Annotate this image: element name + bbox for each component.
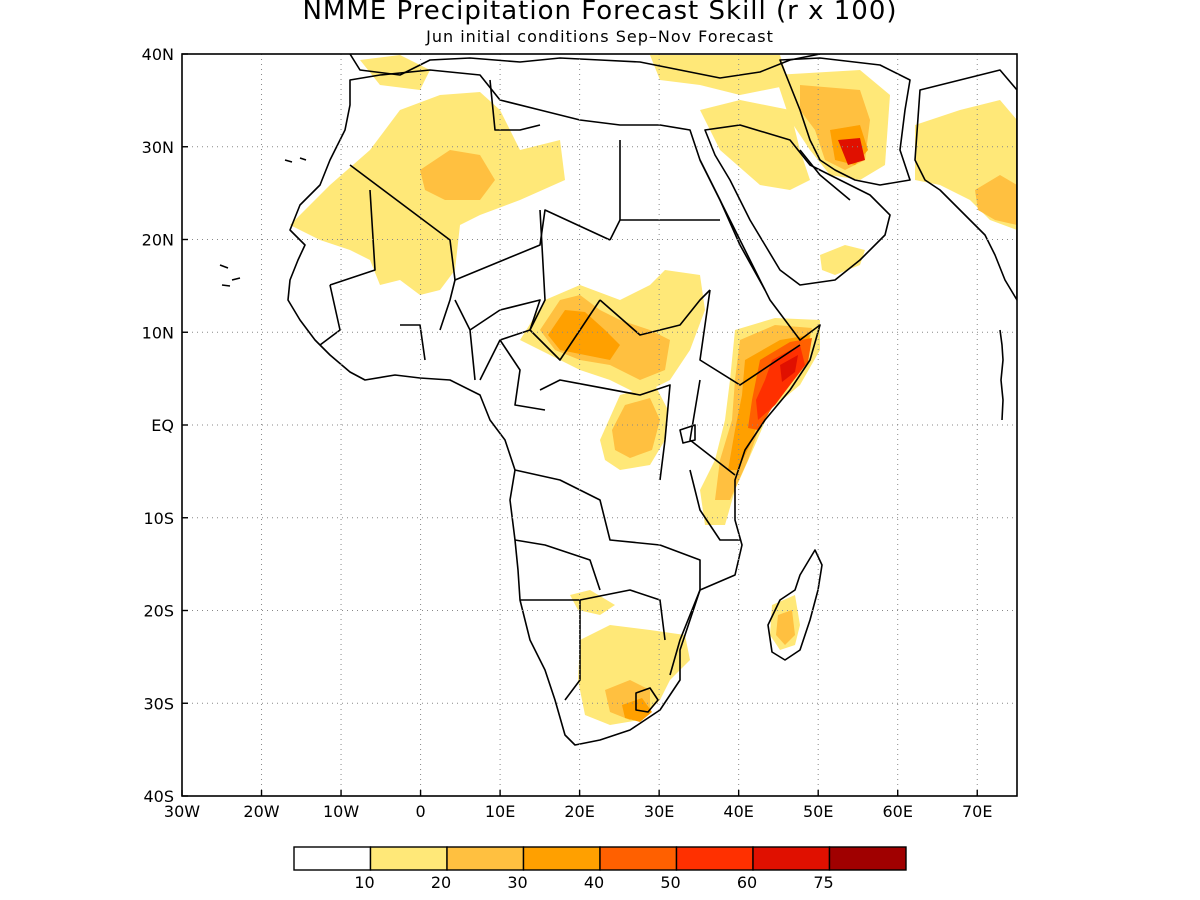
border-mali [329,189,376,286]
lake-victoria [679,424,696,444]
region-sahel-dark [548,310,620,360]
region-south-africa [578,625,690,725]
colorbar-swatch [369,846,448,871]
grid [182,54,1017,796]
y-tick-label: 10N [142,323,174,342]
colorbar-swatch [828,846,907,871]
region-namibia-north [570,590,615,615]
colorbar-swatch [522,846,601,871]
x-tick-label: 40E [723,802,753,821]
x-tick-label: 20E [564,802,594,821]
region-somalia-max [780,355,798,382]
map-title: NMME Precipitation Forecast Skill (r x 1… [302,0,898,26]
colorbar-label: 30 [507,873,527,892]
region-sahara-central [420,150,495,200]
x-axis-labels: 30W 20W 10W 0 10E 20E 30E 40E 50E 60E 70E [164,802,993,821]
coastlines [219,54,1017,746]
region-middle-east [700,100,810,190]
colorbar-label: 40 [584,873,604,892]
x-tick-label: 50E [803,802,833,821]
madagascar-coast [767,549,823,661]
arabia-coast [704,124,891,286]
colorbar-swatch [599,846,678,871]
x-tick-label: 10E [485,802,515,821]
border-nigeria [469,299,541,381]
iran-coast [779,57,911,186]
region-madagascar-core [776,610,795,645]
region-iran-max [838,138,865,165]
region-congo [612,398,660,458]
y-tick-label: 20S [143,602,174,621]
colorbar-label: 75 [813,873,833,892]
y-tick-label: 40N [142,45,174,64]
border-kenya [689,379,736,476]
border-ethiopia [699,289,801,386]
india-coast [914,69,1017,301]
border-north-africa [489,79,541,131]
x-tick-label: 20W [243,802,279,821]
lesotho [635,687,659,713]
colorbar-swatch [446,846,525,871]
y-axis-labels: 40N 30N 20N 10N EQ 10S 20S 30S 40S [142,45,174,806]
y-tick-label: 10S [143,509,174,528]
y-tick-label: 30S [143,694,174,713]
region-arabia-south [820,245,865,275]
colorbar-label: 50 [660,873,680,892]
region-turkey [650,55,790,95]
region-med-north [360,55,430,90]
persian-gulf [799,149,851,201]
canary-islands [284,157,307,163]
colorbar-label: 10 [354,873,374,892]
y-tick-label: EQ [151,416,174,435]
border-drc-south [514,469,661,546]
skill-shading [290,55,1017,725]
border-congo [539,379,671,481]
colorbar-label: 20 [431,873,451,892]
axis-ticks [181,53,978,797]
x-tick-label: 70E [962,802,992,821]
map-subtitle: Jun initial conditions Sep–Nov Forecast [426,27,774,46]
x-tick-label: 60E [882,802,912,821]
x-tick-label: 10W [323,802,359,821]
colorbar: 10 20 30 40 50 60 75 [293,846,907,892]
border-niger [454,209,611,281]
x-tick-label: 30E [644,802,674,821]
border-tanzania [689,469,740,541]
border-cameroon [499,339,546,411]
colorbar-label: 60 [737,873,757,892]
x-tick-label: 30W [164,802,200,821]
border-angola [514,539,601,591]
border-west-africa [319,279,476,381]
border-botswana [579,589,666,641]
maldives [999,329,1004,421]
region-india-core [975,175,1017,225]
cape-verde [219,264,241,287]
x-tick-label: 0 [415,802,425,821]
colorbar-swatch [752,846,831,871]
y-tick-label: 20N [142,231,174,250]
red-sea-west [699,159,766,291]
colorbar-swatch [675,846,754,871]
border-sahara [349,164,456,281]
region-sahara-west [290,92,565,295]
border-sudan-south [599,289,711,336]
y-tick-label: 30N [142,138,174,157]
colorbar-swatch [293,846,372,871]
border-mozambique [659,544,701,676]
border-sudan [609,219,720,241]
y-tick-label: 40S [143,787,174,806]
